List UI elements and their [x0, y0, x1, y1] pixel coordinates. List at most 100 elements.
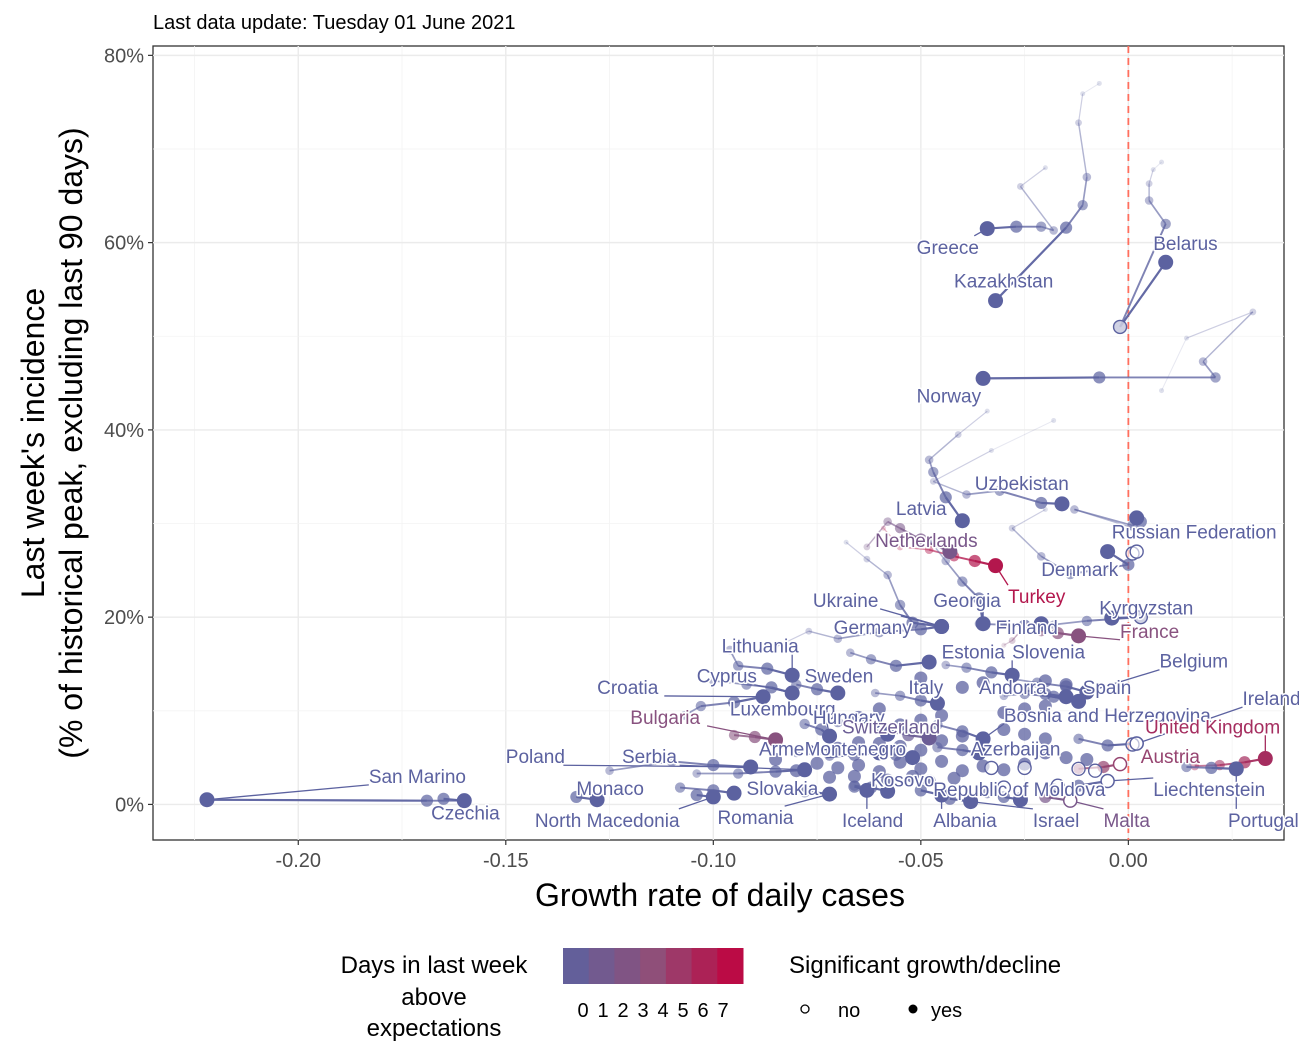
label-belarus: Belarus — [1153, 234, 1217, 255]
trail-point — [883, 570, 892, 580]
trail-point — [792, 748, 801, 758]
trail-point — [1150, 167, 1156, 173]
legend-color-title-3: expectations — [367, 1015, 502, 1042]
label-russian-federation: Russian Federation — [1112, 523, 1277, 544]
cluster-point — [955, 729, 969, 743]
trail-point — [994, 485, 1005, 496]
trail-point — [748, 730, 761, 744]
cluster-point — [1080, 752, 1094, 766]
point-romania — [822, 786, 838, 802]
legend-shape-yes-symbol — [908, 1004, 918, 1014]
point-azerbaijan — [971, 745, 987, 761]
leader-belgium — [1086, 669, 1160, 693]
trail-point — [988, 447, 994, 453]
point-kosovo — [880, 783, 896, 799]
point-serbia — [797, 762, 813, 778]
leader-israel — [970, 800, 1033, 810]
trail-point — [727, 696, 741, 709]
y-tick-label: 20% — [104, 607, 144, 629]
trail-segment — [966, 489, 1000, 496]
trail-point — [941, 660, 951, 670]
trail-point — [865, 654, 877, 665]
trail-point — [925, 536, 933, 543]
point-uzbekistan — [1054, 496, 1070, 512]
trail-point — [1249, 308, 1257, 316]
trail-point — [1145, 529, 1153, 537]
hollow-point — [1050, 778, 1066, 793]
trail-segment — [883, 527, 901, 548]
trail-segment — [808, 630, 839, 640]
trail-point — [605, 766, 614, 776]
label-kyrgyzstan: Kyrgyzstan — [1099, 598, 1193, 619]
label-belgium: Belgium — [1159, 652, 1228, 673]
point-iceland — [859, 782, 875, 798]
trail-point — [692, 769, 702, 778]
trail-segment — [928, 538, 947, 562]
trail-point — [1017, 183, 1024, 190]
label-albania: Albania — [933, 811, 997, 832]
trail-point — [761, 662, 774, 675]
trail-point — [679, 711, 689, 720]
trail-point — [733, 768, 744, 779]
cluster-point — [852, 710, 866, 724]
trail-point — [914, 694, 927, 707]
cluster-point — [823, 770, 837, 784]
trail-segment — [738, 770, 776, 775]
trail-point — [956, 744, 969, 757]
label-norway: Norway — [917, 387, 982, 408]
point-bulgaria — [768, 732, 784, 748]
trail-point — [1077, 199, 1088, 211]
colorbar-tick-label: 1 — [597, 1000, 608, 1022]
trail-point — [874, 626, 885, 638]
hollow-point — [984, 760, 999, 776]
point-liechtenstein — [1100, 773, 1115, 789]
label-hungary: Hungary — [813, 708, 885, 729]
label-poland: Poland — [506, 747, 565, 768]
trail-point — [1039, 687, 1052, 701]
colorbar-segment — [665, 948, 693, 984]
trail-point — [1070, 505, 1079, 514]
trail-point — [880, 525, 886, 531]
trail-segment — [1053, 620, 1087, 626]
chart-subtitle: Last data update: Tuesday 01 June 2021 — [153, 12, 516, 34]
cluster-point — [881, 773, 895, 787]
trail-point — [863, 555, 871, 563]
cluster-point — [997, 723, 1011, 737]
trail-point — [843, 539, 849, 545]
cluster-point — [935, 708, 949, 722]
point-estonia — [921, 654, 937, 670]
label-uzbekistan: Uzbekistan — [975, 474, 1069, 495]
hollow-point — [1112, 319, 1128, 335]
trail-segment — [1202, 311, 1254, 363]
point-russian-federation — [1129, 510, 1145, 526]
trail-segment — [991, 420, 1054, 451]
cluster-point — [810, 756, 824, 770]
cluster-point — [852, 758, 866, 772]
colorbar-tick-label: 0 — [577, 1000, 588, 1022]
trail-segment — [983, 376, 1100, 380]
trail-point — [1008, 637, 1016, 644]
trail-point — [894, 690, 906, 702]
label-austria: Austria — [1141, 747, 1201, 768]
trail-point — [1018, 619, 1031, 632]
cluster-point — [893, 755, 907, 769]
cluster-point — [997, 763, 1011, 777]
trail-segment — [837, 631, 880, 640]
label-sweden: Sweden — [805, 667, 874, 688]
trail-segment — [1082, 83, 1100, 95]
leader-san-marino — [206, 784, 369, 801]
trail-segment — [1040, 555, 1071, 575]
trail-point — [883, 517, 892, 526]
trail-point — [1019, 684, 1030, 696]
point-andorra — [1071, 693, 1087, 709]
x-tick-label: -0.05 — [898, 850, 944, 872]
label-latvia: Latvia — [896, 499, 947, 520]
point-republic-of-moldova — [1012, 792, 1028, 808]
trail-segment — [933, 449, 992, 482]
label-kosovo: Kosovo — [871, 771, 934, 792]
x-tick-label: -0.10 — [691, 850, 737, 872]
leader-romania — [784, 793, 830, 807]
label-azerbaijan: Azerbaijan — [971, 740, 1061, 761]
point-slovenia — [1004, 667, 1020, 683]
colorbar-segment — [614, 948, 641, 984]
